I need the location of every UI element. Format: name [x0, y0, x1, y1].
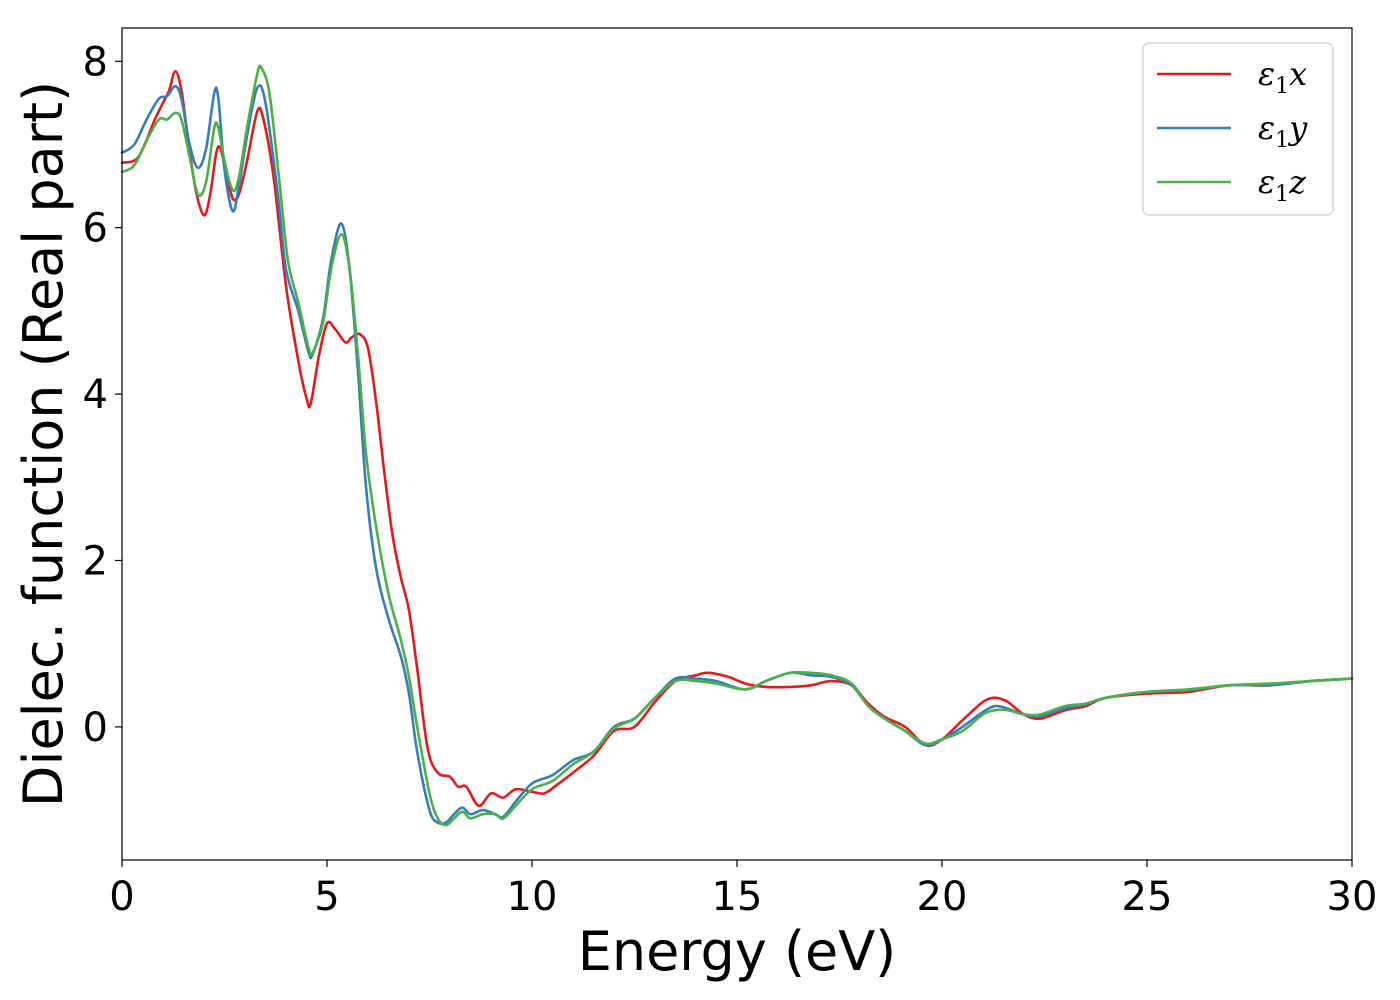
y-tick-label: 2: [83, 538, 108, 584]
x-tick-label: 0: [109, 874, 134, 920]
series-line-x: [120, 70, 1354, 808]
legend-box: [1142, 42, 1334, 216]
series-layer: [120, 64, 1354, 827]
legend-label-x: ε1x: [1258, 55, 1307, 99]
legend-variable: x: [1289, 55, 1307, 93]
y-tick-label: 0: [83, 705, 108, 751]
series-line-y: [120, 84, 1354, 826]
legend-variable: z: [1288, 163, 1307, 201]
x-tick-label: 20: [917, 874, 968, 920]
x-axis: 0 5 10 15 20 25 30: [109, 860, 1377, 920]
series-line-z: [120, 64, 1354, 827]
legend-subscript: 1: [1275, 182, 1289, 207]
x-tick-label: 5: [314, 874, 339, 920]
legend-symbol: ε: [1258, 55, 1275, 93]
x-tick-label: 30: [1327, 874, 1378, 920]
legend-subscript: 1: [1275, 128, 1289, 153]
x-tick-label: 10: [507, 874, 558, 920]
x-tick-label: 15: [712, 874, 763, 920]
y-tick-label: 4: [83, 372, 108, 418]
x-axis-label: Energy (eV): [578, 920, 897, 983]
legend-symbol: ε: [1258, 163, 1275, 201]
x-tick-label: 25: [1122, 874, 1173, 920]
y-tick-label: 6: [83, 206, 108, 252]
legend-subscript: 1: [1275, 74, 1289, 99]
y-tick-label: 8: [83, 39, 108, 85]
legend-label-z: ε1z: [1258, 163, 1307, 207]
y-axis: 0 2 4 6 8: [83, 39, 122, 751]
y-axis-label: Dielec. function (Real part): [12, 81, 75, 807]
legend-variable: y: [1287, 109, 1308, 147]
legend-label-y: ε1y: [1258, 109, 1308, 153]
legend-symbol: ε: [1258, 109, 1275, 147]
